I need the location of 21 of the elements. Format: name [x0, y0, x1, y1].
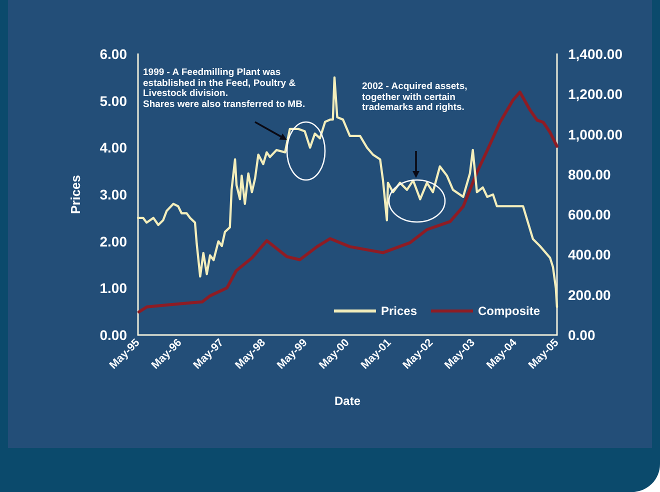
y-tick-label: 4.00 [100, 140, 128, 156]
y2-tick-label: 600.00 [568, 206, 612, 223]
y-tick-label: 6.00 [100, 46, 128, 62]
y-tick-label: 3.00 [100, 186, 128, 202]
legend-label: Prices [380, 304, 418, 318]
y2-tick-label: 1,400.00 [568, 46, 623, 62]
y2-tick-label: 0.00 [568, 327, 596, 343]
x-axis-title: Date [334, 394, 361, 408]
legend-label: Composite [478, 304, 540, 318]
y2-tick-label: 1,200.00 [568, 86, 623, 102]
y2-tick-label: 1,000.00 [568, 126, 623, 142]
y2-tick-label: 800.00 [568, 166, 612, 182]
y-tick-label: 0.00 [100, 327, 128, 343]
y-axis-title: Prices [68, 174, 83, 214]
y2-tick-label: 200.00 [568, 286, 612, 303]
y-tick-label: 2.00 [100, 233, 128, 250]
y2-tick-label: 400.00 [568, 246, 612, 263]
annotation: 2002 - Acquired assets, together with certain trademarks and rights. [362, 81, 468, 114]
y-tick-label: 1.00 [100, 280, 128, 296]
y-tick-label: 5.00 [100, 92, 128, 109]
annotation: 1999 - A Feedmilling Plant was established in the Feed, Poultry & Livestock division. Shares were also transferred to MB. [143, 67, 306, 110]
